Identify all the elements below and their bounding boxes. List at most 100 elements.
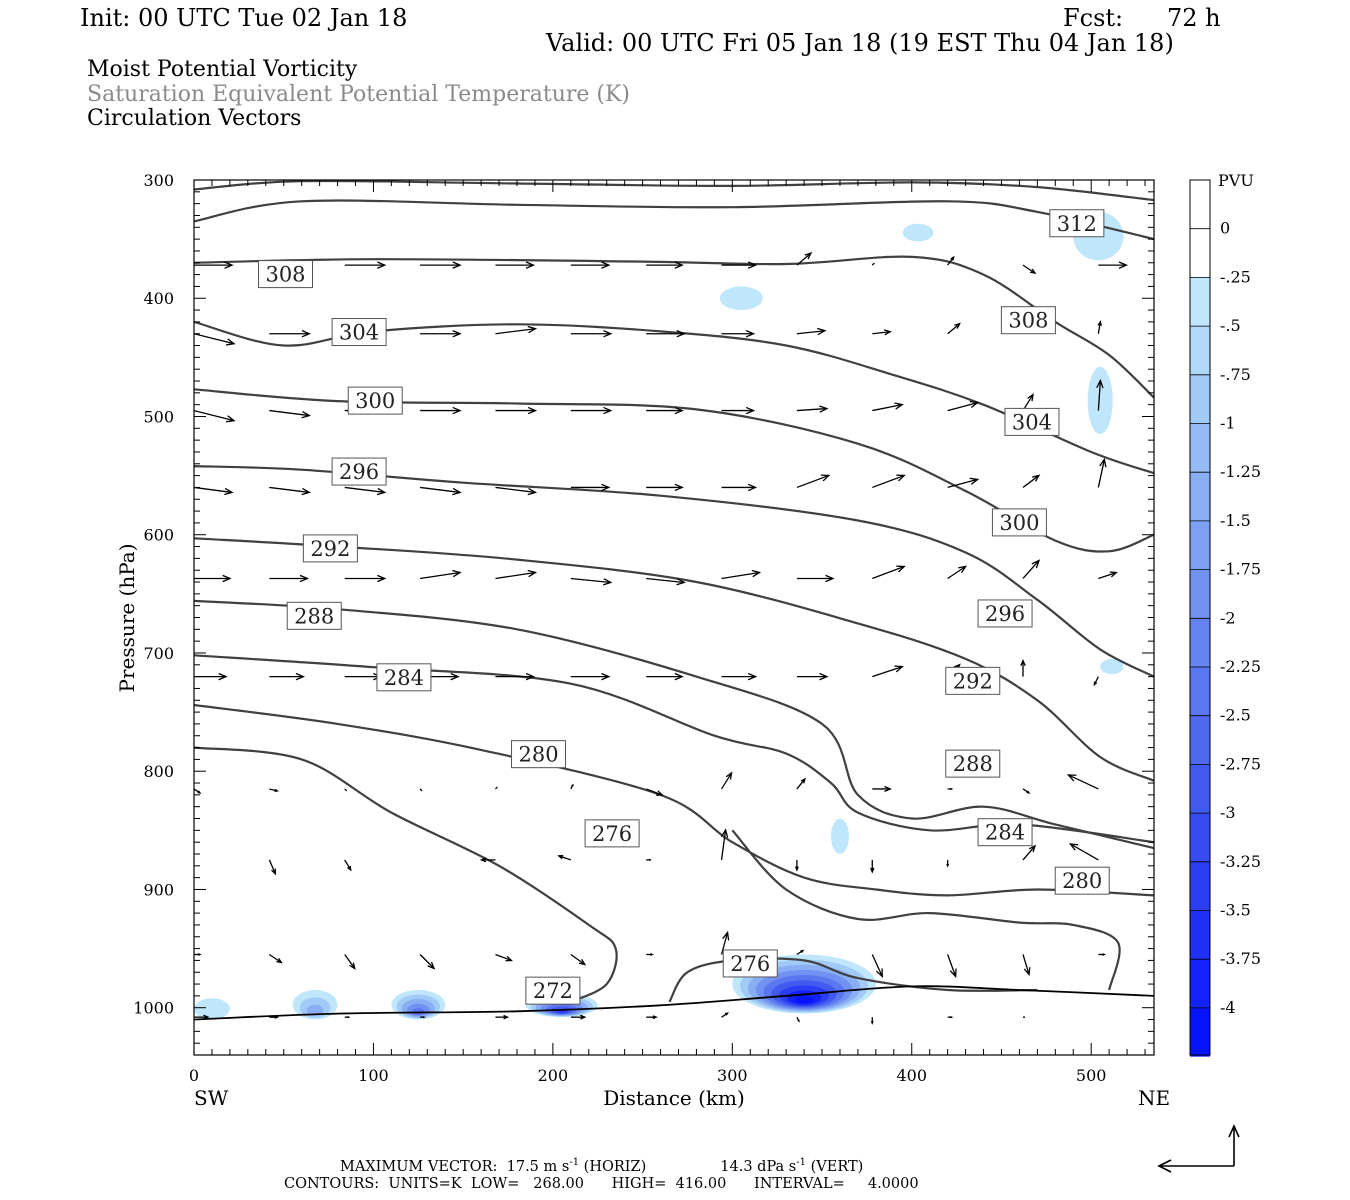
colorbar-label: -4 — [1220, 998, 1236, 1017]
contour-280-8 — [194, 654, 1154, 844]
colorbar-label: -.25 — [1220, 267, 1251, 286]
x-tick-label: 200 — [538, 1066, 569, 1085]
contour-292-5 — [194, 465, 1154, 678]
contour-label-text: 280 — [518, 743, 558, 767]
vector-arrow-60 — [796, 574, 835, 583]
colorbar-label: -.75 — [1220, 365, 1251, 384]
pv-region-7-core-2 — [306, 1004, 324, 1016]
colorbar-label: -2.25 — [1220, 657, 1261, 676]
contour-label-text: 280 — [1062, 869, 1102, 893]
contour-label-text: 312 — [1057, 212, 1097, 236]
y-tick-label: 700 — [143, 644, 174, 663]
vector-arrow-20 — [721, 330, 756, 338]
vector-arrow-126 — [947, 1016, 954, 1019]
vector-arrow-102 — [1068, 843, 1099, 861]
vector-arrow-109 — [646, 953, 654, 956]
vector-arrow-18 — [570, 330, 613, 338]
x-tick-label: 300 — [717, 1066, 748, 1085]
vector-arrow-51 — [1097, 457, 1107, 488]
vector-arrow-98 — [794, 859, 799, 872]
vector-arrow-89 — [1022, 788, 1031, 794]
contour-label-text: 296 — [339, 460, 379, 484]
contour-268-13 — [194, 985, 1154, 1021]
max-vector-note: MAXIMUM VECTOR: 17.5 m s-1 (HORIZ) 14.3 d… — [340, 1157, 863, 1175]
vector-arrow-38 — [1096, 378, 1104, 411]
colorbar-label: -2.75 — [1220, 754, 1261, 773]
vector-arrow-55 — [419, 569, 462, 580]
pv-region-4 — [1100, 658, 1124, 675]
x-axis-label: Distance (km) — [603, 1086, 745, 1110]
contour-label-18: 276 — [722, 949, 778, 978]
vector-arrow-42 — [420, 486, 462, 496]
contour-label-10: 292 — [945, 666, 1001, 695]
forecast-label: Fcst: — [1063, 4, 1124, 32]
vector-arrow-49 — [947, 477, 980, 489]
vector-arrow-53 — [269, 574, 310, 583]
colorbar-swatch — [1190, 764, 1210, 814]
contour-label-9: 292 — [302, 534, 358, 563]
contour-276-11 — [668, 957, 1038, 1003]
colorbar-label: -2 — [1220, 608, 1236, 627]
contour-label-5: 300 — [347, 386, 403, 415]
vector-arrow-112 — [871, 954, 883, 979]
colorbar-label: -3.5 — [1220, 901, 1251, 920]
colorbar-swatch — [1190, 618, 1210, 667]
x-tick-label: 500 — [1076, 1066, 1107, 1085]
colorbar-label: -3.75 — [1220, 949, 1261, 968]
vector-arrow-46 — [721, 483, 758, 492]
vector-arrow-73 — [796, 672, 829, 681]
vector-arrow-95 — [557, 854, 572, 861]
colorbar-swatch — [1190, 374, 1210, 424]
contour-label-text: 304 — [339, 321, 379, 345]
pv-region-10-core-8 — [794, 995, 814, 1004]
axis-layer: 0 100 200 300 400 500 300 400 500 600 700 800 900 100… — [133, 171, 1154, 1085]
vector-arrow-44 — [570, 483, 611, 492]
colorbar-swatch — [1190, 277, 1210, 327]
vector-arrow-78 — [194, 788, 202, 794]
vector-arrow-64 — [1098, 571, 1118, 580]
vector-arrow-67 — [344, 672, 383, 681]
vector-arrow-10 — [947, 255, 955, 266]
colorbar-swatch — [1190, 1007, 1210, 1057]
vector-arrow-2 — [344, 261, 387, 269]
colorbar-swatch — [1190, 423, 1210, 473]
colorbar-swatch — [1190, 520, 1210, 570]
colorbar-label: -1.5 — [1220, 511, 1251, 530]
colorbar-label: -.5 — [1220, 316, 1241, 335]
contour-label-text: 276 — [730, 952, 770, 976]
contour-label-11: 288 — [286, 601, 342, 630]
vector-arrow-34 — [796, 405, 829, 413]
pv-region-6 — [194, 998, 230, 1020]
vector-arrow-84 — [645, 788, 664, 796]
vector-arrow-7 — [721, 261, 758, 269]
vector-arrow-103 — [194, 953, 202, 956]
max-vector-text: MAXIMUM VECTOR: 17.5 m s — [340, 1158, 570, 1175]
vector-arrow-59 — [721, 569, 762, 580]
contour-label-text: 300 — [355, 389, 395, 413]
vector-arrow-39 — [194, 486, 234, 496]
contour-label-2: 308 — [1000, 306, 1056, 335]
vector-arrow-8 — [796, 252, 813, 266]
vector-arrow-108 — [570, 953, 587, 966]
colorbar-swatch — [1190, 715, 1210, 765]
vector-arrow-47 — [796, 474, 831, 489]
contour-label-16: 280 — [1054, 866, 1110, 895]
pv-region-0 — [902, 223, 934, 242]
vector-arrow-41 — [344, 486, 387, 496]
vector-arrow-52 — [194, 574, 232, 583]
vector-arrow-9 — [871, 262, 875, 266]
contour-label-8: 296 — [977, 599, 1033, 628]
y-tick-label: 900 — [143, 880, 174, 899]
y-tick-label: 300 — [143, 171, 174, 190]
title-mpv: Moist Potential Vorticity — [87, 57, 358, 82]
contour-label-17: 276 — [584, 819, 640, 848]
vector-arrow-81 — [419, 788, 423, 792]
vector-arrow-4 — [495, 261, 536, 269]
vector-arrow-13 — [194, 333, 236, 346]
vector-arrow-30 — [495, 406, 538, 415]
vector-arrow-43 — [495, 486, 538, 496]
colorbar-label: -3 — [1220, 803, 1236, 822]
title-vectors: Circulation Vectors — [87, 106, 302, 131]
contour-label-13: 284 — [376, 663, 432, 692]
vector-arrow-83 — [570, 783, 574, 790]
